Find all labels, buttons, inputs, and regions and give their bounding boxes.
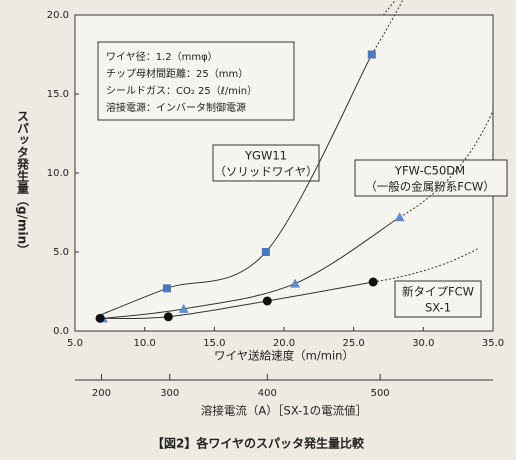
marker xyxy=(95,313,105,323)
fit-curve xyxy=(100,281,374,320)
x-tick-label: 30.0 xyxy=(412,338,434,349)
series-label: YGW11 xyxy=(244,149,287,163)
series-note: （ソリッドワイヤ） xyxy=(214,165,317,179)
marker xyxy=(290,278,301,288)
marker xyxy=(368,277,378,287)
series-label: YFW-C50DM xyxy=(394,164,465,178)
marker xyxy=(261,248,270,256)
x2-axis-label: 溶接電流（A）［SX-1の電流値］ xyxy=(201,404,367,418)
x-tick-label: 25.0 xyxy=(343,338,365,349)
y-tick-label: 15.0 xyxy=(47,89,69,100)
marker xyxy=(262,296,272,306)
x-tick-label: 35.0 xyxy=(482,338,504,349)
y-axis-label: スパッタ発生量（g/min） xyxy=(16,110,30,256)
condition: ワイヤ径：1.2（mmφ） xyxy=(106,50,218,63)
label-box xyxy=(394,280,482,318)
condition: 溶接電源：インバータ制御電源 xyxy=(106,101,246,114)
y-tick-label: 20.0 xyxy=(47,10,69,21)
label-box xyxy=(354,159,508,197)
marker xyxy=(163,312,173,322)
y-tick-label: 5.0 xyxy=(53,247,69,258)
series-note: （一般の金属粉系FCW） xyxy=(365,180,495,194)
x-tick-label: 5.0 xyxy=(67,338,83,349)
condition: チップ母材間距離：25（mm） xyxy=(106,67,248,80)
fit-curve xyxy=(95,54,373,318)
x2-tick-label: 200 xyxy=(92,388,111,399)
conditions-box xyxy=(97,41,295,121)
extrapolation xyxy=(373,247,480,283)
x-tick-label: 10.0 xyxy=(134,338,156,349)
x2-tick-label: 500 xyxy=(371,388,390,399)
y-tick-label: 0.0 xyxy=(53,326,69,337)
x-axis-label: ワイヤ送給速度（m/min） xyxy=(214,349,354,363)
series-note: SX-1 xyxy=(425,301,451,315)
x2-tick-label: 300 xyxy=(160,388,179,399)
extrapolation xyxy=(371,0,404,55)
marker xyxy=(178,303,189,313)
x-tick-label: 15.0 xyxy=(203,338,225,349)
caption: 【図2】各ワイヤのスパッタ発生量比較 xyxy=(152,436,365,451)
marker xyxy=(394,212,405,222)
marker xyxy=(367,50,376,59)
label-box xyxy=(212,144,320,182)
x-tick-label: 20.0 xyxy=(273,338,295,349)
marker xyxy=(162,284,171,293)
condition: シールドガス：CO₂ 25（ℓ/min） xyxy=(106,85,257,97)
series-label: 新タイプFCW xyxy=(402,285,474,299)
fit-curve xyxy=(102,216,400,319)
extrapolation xyxy=(399,110,494,218)
x2-tick-label: 400 xyxy=(258,388,277,399)
y-tick-label: 10.0 xyxy=(47,168,69,179)
